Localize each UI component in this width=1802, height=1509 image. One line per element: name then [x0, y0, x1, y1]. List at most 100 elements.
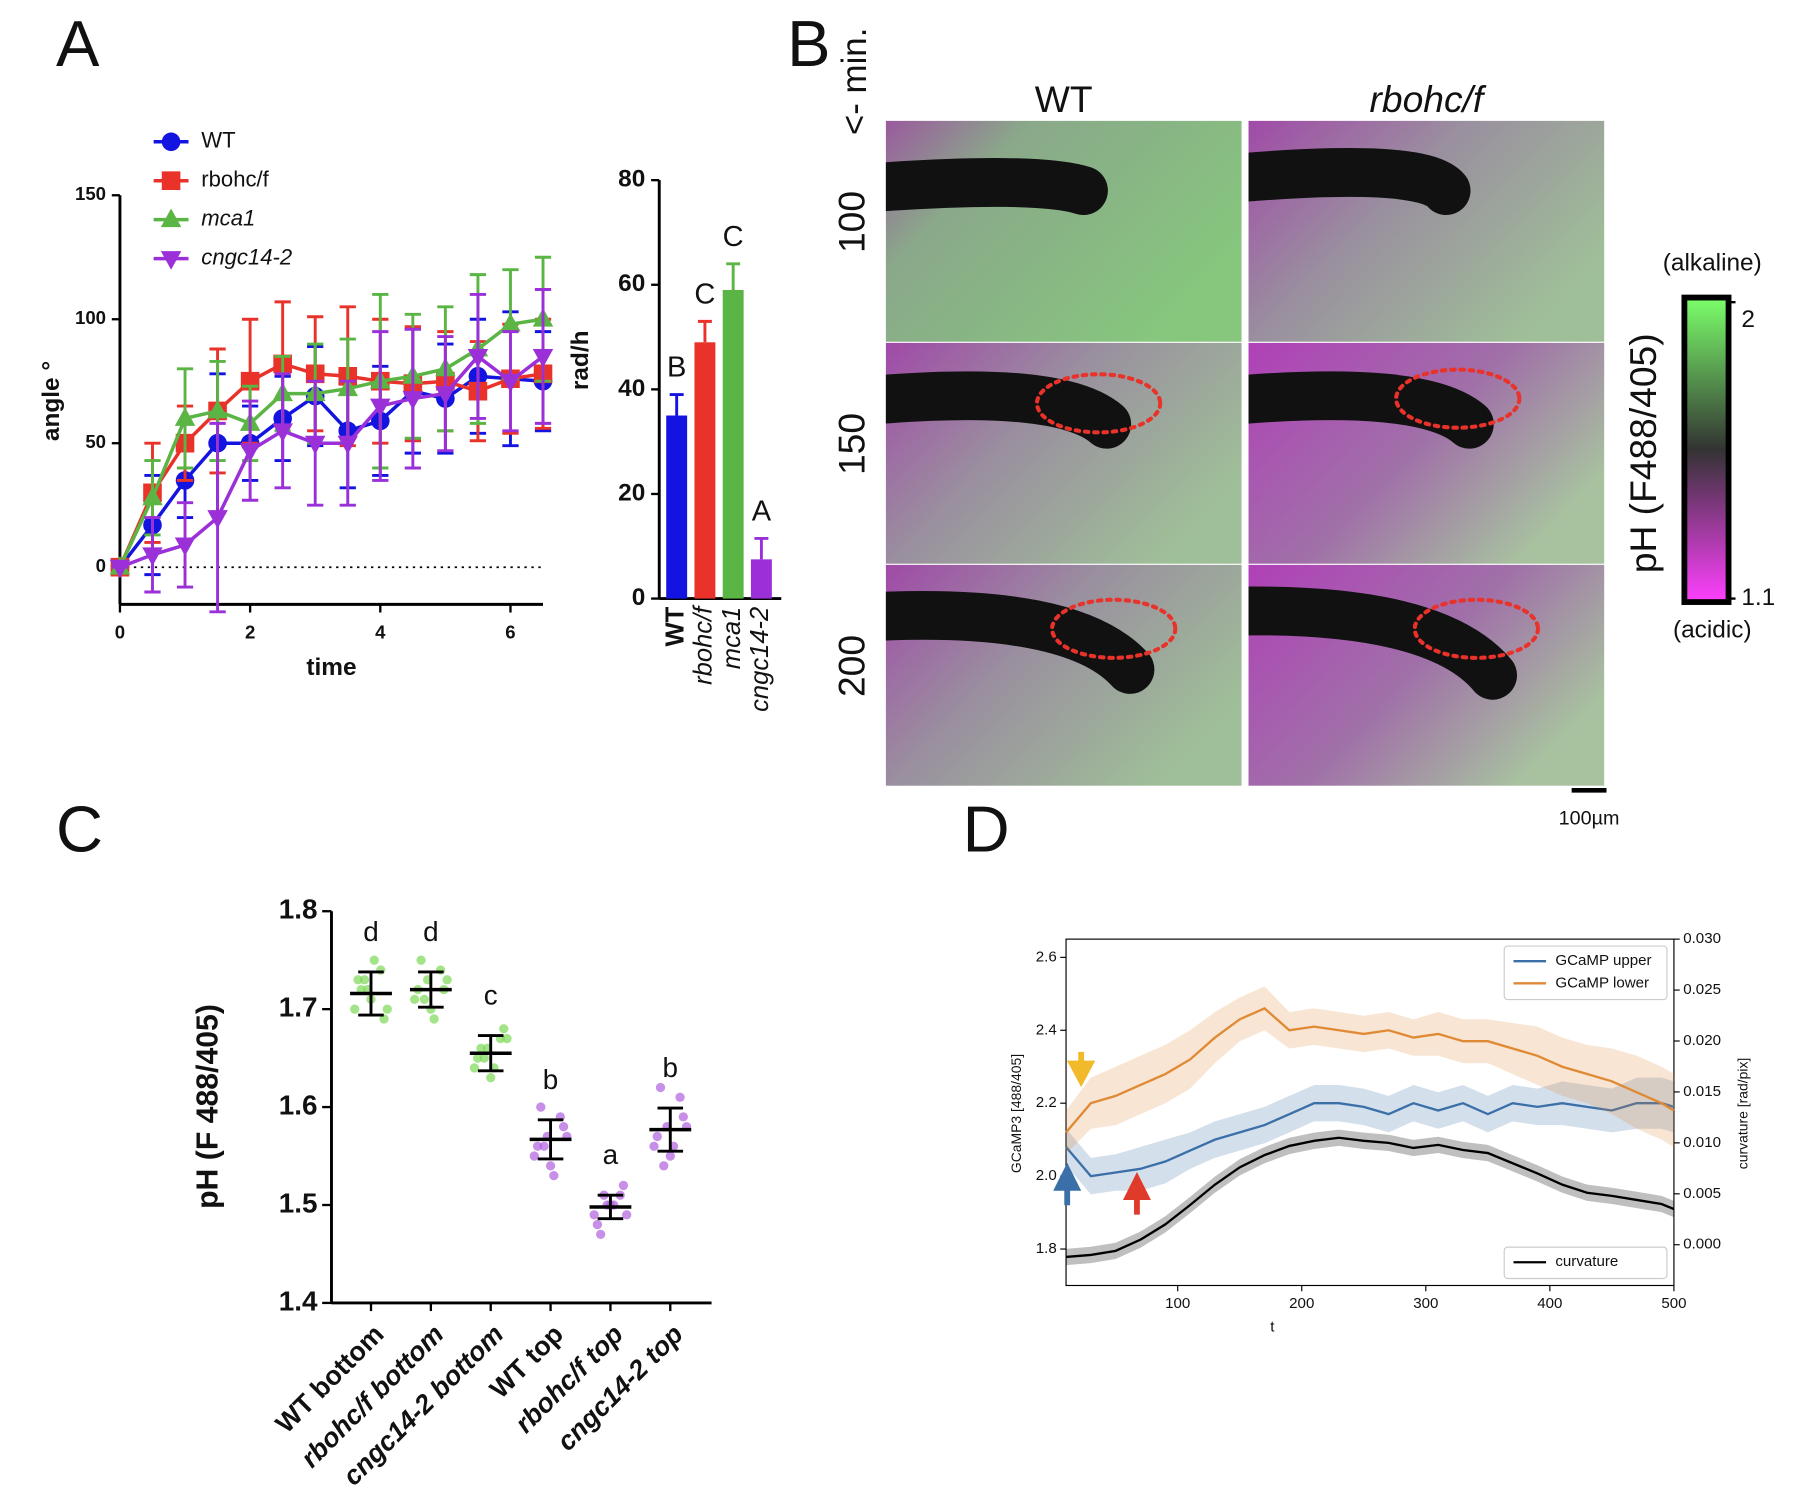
row-label: 150 — [830, 413, 872, 475]
x-axis-label: t — [1270, 1318, 1275, 1335]
point — [589, 1210, 599, 1220]
point — [370, 398, 391, 418]
point — [353, 975, 363, 985]
x-tick-label: cngc14-2 — [746, 607, 774, 712]
error-bar — [477, 1034, 504, 1073]
y-tick-label: 1.5 — [279, 1187, 318, 1218]
y-tick-label: 1.7 — [279, 992, 318, 1023]
y-axis-label: angle ° — [38, 361, 65, 441]
error-bar — [754, 536, 769, 560]
y-axis-label: GCaMP3 [488/405] — [1008, 1054, 1024, 1173]
colorbar-label: pH (F488/405) — [1622, 333, 1664, 573]
error-band — [1066, 1129, 1674, 1266]
root — [1248, 371, 1494, 449]
image-cell — [1248, 342, 1605, 564]
highlight — [1050, 597, 1178, 660]
row-label: 100 — [830, 191, 872, 253]
point — [174, 407, 196, 426]
point — [675, 1092, 685, 1102]
point — [479, 1053, 489, 1063]
legend-box — [1503, 1246, 1668, 1280]
point — [142, 547, 163, 566]
legend-box — [1503, 945, 1668, 1001]
y2-tick-label: 0.020 — [1683, 1032, 1721, 1049]
significance-letter: C — [694, 278, 715, 310]
point — [207, 510, 228, 529]
series-line — [1065, 1136, 1675, 1259]
point — [499, 1024, 509, 1034]
point — [622, 1210, 632, 1220]
legend-marker — [161, 132, 181, 152]
arrows — [1053, 1051, 1151, 1215]
point — [502, 1033, 512, 1044]
x-axis-label: time — [306, 654, 356, 681]
image-cell — [885, 342, 1242, 564]
point — [539, 1141, 549, 1151]
bar — [666, 415, 688, 599]
colorbar-tick-label: 1.1 — [1741, 584, 1775, 611]
image — [885, 120, 1242, 342]
y-axis-label: rad/h — [567, 330, 594, 390]
y2-tick-label: 0.030 — [1683, 930, 1721, 947]
y-tick-label: 2.0 — [1036, 1167, 1057, 1184]
x-tick-label: WT — [661, 606, 689, 646]
point — [486, 1073, 496, 1083]
colorbar — [1681, 294, 1732, 605]
error-bar — [418, 970, 444, 1009]
root — [885, 591, 1155, 694]
panel-label: C — [56, 793, 103, 866]
point — [476, 1043, 486, 1053]
error-bar — [726, 262, 741, 290]
point — [665, 1151, 675, 1161]
x-tick-label: 2 — [245, 621, 255, 642]
bar — [750, 559, 772, 599]
point — [500, 313, 521, 332]
error-bar — [669, 393, 684, 416]
y-tick-label: 2.4 — [1036, 1021, 1057, 1038]
bar — [694, 342, 716, 599]
panel-label: A — [56, 7, 100, 80]
x-tick-label: 300 — [1413, 1295, 1438, 1312]
point — [500, 373, 521, 393]
error-band — [1066, 986, 1674, 1155]
point — [337, 435, 358, 455]
root — [1248, 148, 1471, 216]
significance-letter: b — [543, 1064, 559, 1095]
point — [239, 443, 261, 462]
legend-label: cngc14-2 — [201, 244, 292, 269]
x-tick-label: 6 — [505, 621, 515, 642]
column-label: WT — [1035, 78, 1093, 120]
point — [142, 486, 163, 506]
image-cell — [1248, 120, 1605, 342]
image-cell — [1248, 564, 1605, 786]
point — [109, 559, 131, 579]
point — [473, 1053, 483, 1063]
x-tick-label: 200 — [1289, 1295, 1314, 1312]
point — [529, 1151, 539, 1161]
row-axis-label: <- min. — [835, 28, 874, 136]
point — [442, 975, 452, 985]
y2-tick-label: 0.005 — [1683, 1185, 1721, 1202]
highlight — [1412, 597, 1540, 660]
colorbar-max-label: (alkaline) — [1663, 249, 1762, 276]
y2-tick-label: 0.000 — [1683, 1236, 1721, 1253]
point — [304, 435, 326, 455]
y-tick-label: 20 — [618, 479, 645, 506]
y-tick-label: 150 — [75, 183, 106, 204]
point — [429, 1014, 439, 1024]
y-tick-label: 80 — [618, 166, 645, 193]
x-tick-label: mca1 — [718, 607, 746, 670]
point — [618, 1180, 629, 1191]
point — [272, 423, 293, 442]
scale-bar-label: 100µm — [1559, 808, 1620, 830]
series-line — [1065, 1101, 1675, 1178]
error-bar — [358, 970, 384, 1017]
x-tick-label: 4 — [375, 621, 386, 642]
point — [435, 386, 456, 405]
legend-label: WT — [201, 128, 235, 153]
y-tick-label: 2.2 — [1036, 1094, 1057, 1111]
legend-label: GCaMP lower — [1555, 974, 1649, 991]
error-bar — [597, 1193, 624, 1221]
y-tick-label: 2.6 — [1036, 948, 1057, 965]
point — [549, 1170, 559, 1181]
